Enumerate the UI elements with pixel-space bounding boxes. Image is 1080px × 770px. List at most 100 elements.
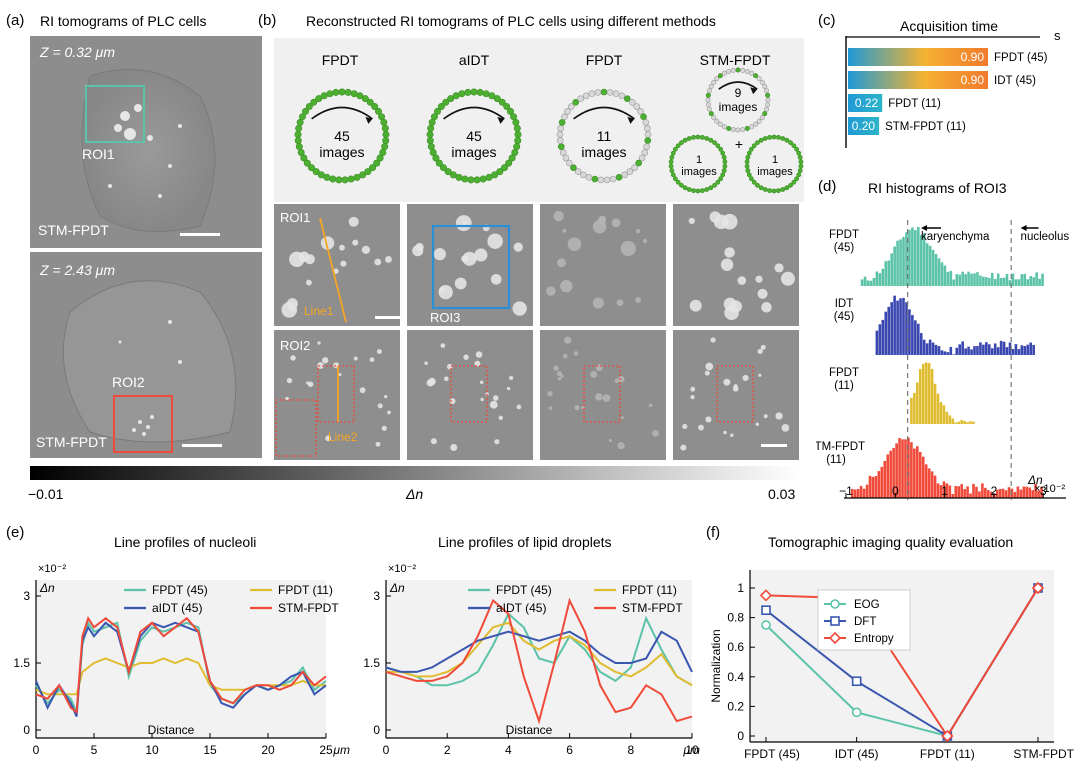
tile-bg — [407, 330, 533, 460]
z-depth-2: Z = 2.43 μm — [40, 262, 115, 278]
histogram-bar — [945, 483, 949, 498]
ring-dot — [473, 176, 481, 184]
colorbar-max: 0.03 — [768, 486, 796, 502]
panel-c-unit: s — [1054, 28, 1061, 43]
ring-dot — [700, 188, 705, 194]
panel-d-title: RI histograms of ROI3 — [868, 180, 1007, 196]
droplet — [556, 370, 562, 377]
histogram-bar — [886, 454, 890, 498]
x-tick-label: 15 — [203, 743, 217, 757]
histogram-bar — [966, 486, 969, 498]
ring-dot — [746, 150, 752, 156]
droplet — [353, 356, 358, 361]
histogram-bar — [1011, 349, 1015, 355]
ring-dot — [310, 98, 318, 106]
method-label-2: STM-FPDT — [36, 434, 107, 450]
ring-dot — [675, 179, 681, 185]
ring-dot — [682, 137, 688, 143]
acquisition-category: FPDT (11) — [888, 98, 941, 110]
droplet — [433, 248, 446, 261]
line1-marker — [319, 217, 347, 323]
ring-dot — [305, 103, 313, 111]
ring-dot — [776, 134, 781, 140]
histogram-bar — [911, 315, 914, 355]
ring-dot — [373, 159, 381, 167]
ring-dot — [562, 154, 570, 162]
ring-dot — [347, 175, 355, 183]
marker-square — [761, 605, 771, 616]
ring-dot — [442, 98, 450, 106]
x-tick-label: 10 — [145, 743, 159, 757]
histogram-bar — [862, 488, 866, 498]
histogram-bar — [877, 471, 881, 498]
droplet — [721, 213, 738, 230]
histogram-bar — [933, 383, 937, 424]
histogram-series — [875, 295, 1035, 355]
arrow-stm-head — [750, 87, 758, 95]
histogram-bar — [972, 421, 975, 424]
histogram-bar — [889, 450, 892, 498]
panel-b-title: Reconstructed RI tomograms of PLC cells … — [306, 13, 716, 29]
histogram-bar — [934, 344, 938, 355]
histogram-bar — [936, 393, 940, 424]
ring-dot — [704, 187, 710, 192]
histogram-bar — [875, 271, 879, 286]
legend-label: FPDT (45) — [152, 583, 208, 597]
ring-dot — [670, 172, 676, 178]
histogram-bar — [976, 345, 979, 355]
ring-schematics — [294, 67, 804, 194]
tomogram-z2: Z = 2.43 μm ROI2 STM-FPDT — [30, 252, 262, 458]
histogram-bar — [1040, 486, 1043, 498]
ring-dot — [577, 95, 584, 102]
histogram-bar — [967, 271, 970, 286]
histogram-series — [850, 437, 1043, 498]
legend-label: aIDT (45) — [152, 601, 202, 615]
profile-line — [386, 621, 693, 687]
quality-line — [765, 587, 1039, 738]
ring-dot — [380, 118, 388, 126]
scale-bar-1 — [375, 316, 401, 319]
legend-label: FPDT (45) — [496, 583, 552, 597]
ring-dot — [432, 154, 440, 162]
acquisition-value: 0.90 — [961, 73, 985, 87]
histogram-bar — [925, 343, 929, 355]
x-tick-label: 4 — [505, 743, 512, 757]
histogram-bar — [1034, 484, 1037, 498]
ring-dot — [686, 136, 692, 141]
ring-dot — [568, 103, 575, 110]
legend-label: STM-FPDT — [622, 601, 683, 615]
ring-dot — [708, 111, 714, 117]
arrow-fpdt45-head — [365, 116, 373, 124]
histogram-bar — [955, 274, 959, 286]
ring-dot — [705, 92, 711, 98]
histogram-bar — [914, 320, 917, 355]
ring-dot — [514, 137, 522, 145]
droplet — [689, 299, 702, 312]
histogram-bar — [1029, 276, 1033, 286]
droplet — [616, 299, 624, 307]
ring-dot — [722, 163, 728, 169]
x-axis-label: Distance — [148, 723, 195, 737]
ring-dot — [427, 124, 435, 132]
ring-dot — [447, 95, 455, 103]
ring-dot — [730, 127, 736, 133]
marker-diamond — [1031, 581, 1045, 595]
ring-dot — [791, 179, 797, 185]
ring-dot — [672, 146, 678, 152]
histogram-bar — [883, 460, 887, 498]
histogram-bar — [949, 270, 953, 286]
profile-line — [385, 612, 693, 687]
tomogram-tile — [673, 330, 799, 460]
f-category-label: FPDT (11) — [920, 747, 975, 761]
histogram-bar — [1041, 273, 1044, 286]
histogram-bar — [934, 254, 938, 286]
ring-dot — [641, 149, 649, 156]
histogram-bar — [943, 265, 947, 286]
droplet — [333, 268, 339, 274]
ring-dot — [513, 143, 521, 151]
droplet — [648, 403, 653, 408]
droplet — [489, 400, 498, 409]
histogram-bar — [996, 347, 1000, 355]
ring-stm-left — [668, 134, 728, 194]
ring-dot — [366, 98, 374, 106]
